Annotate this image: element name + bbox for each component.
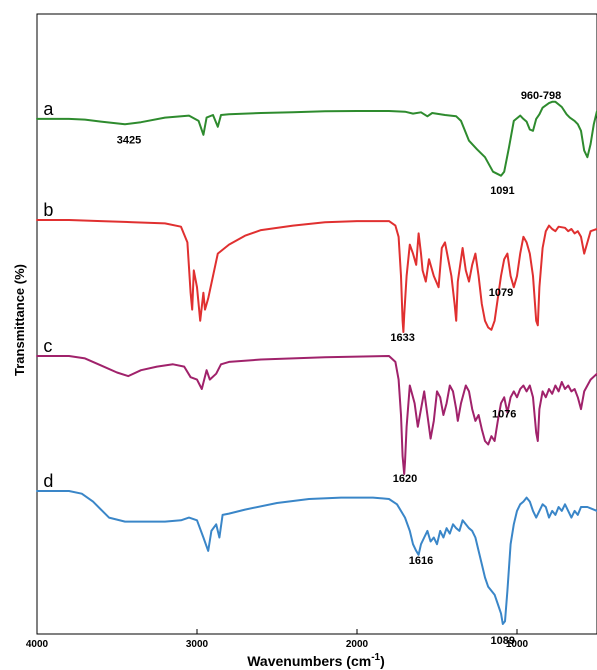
x-tick-label: 2000	[346, 639, 369, 650]
x-axis-label-main: Wavenumbers (cm	[247, 653, 371, 669]
x-tick-label: 3000	[186, 639, 209, 650]
peak-label-1079: 1079	[489, 287, 513, 299]
x-axis-label-sup: -1	[371, 652, 380, 663]
series-layer	[36, 100, 597, 625]
peak-label-1091: 1091	[490, 185, 514, 197]
x-axis-label-close: )	[380, 653, 385, 669]
x-axis-ticks: 4000 3000 2000 1000	[26, 629, 529, 650]
series-label-b: b	[43, 200, 53, 220]
series-line-c	[36, 355, 597, 475]
labels-layer: a 3425 1091 960-798 b 1633 1079 c 1620 1076 d 1616 1…	[43, 90, 561, 647]
series-label-d: d	[43, 471, 53, 491]
peak-label-960-798: 960-798	[521, 90, 561, 102]
peak-label-3425: 3425	[117, 135, 141, 147]
plot-frame	[36, 13, 597, 635]
peak-label-1089: 1089	[491, 635, 515, 647]
peak-label-1633: 1633	[390, 332, 414, 344]
peak-label-1076: 1076	[492, 408, 516, 420]
series-label-c: c	[43, 336, 52, 356]
series-line-b	[36, 219, 597, 333]
peak-label-1616: 1616	[409, 555, 433, 567]
y-axis-label: Transmittance (%)	[12, 264, 27, 376]
series-label-a: a	[43, 99, 54, 119]
x-axis-label: Wavenumbers (cm-1)	[247, 652, 385, 669]
series-line-a	[36, 100, 597, 177]
series-line-d	[36, 490, 597, 625]
x-tick-label: 1000	[506, 639, 529, 650]
x-tick-label: 4000	[26, 639, 49, 650]
peak-label-1620: 1620	[393, 473, 417, 485]
